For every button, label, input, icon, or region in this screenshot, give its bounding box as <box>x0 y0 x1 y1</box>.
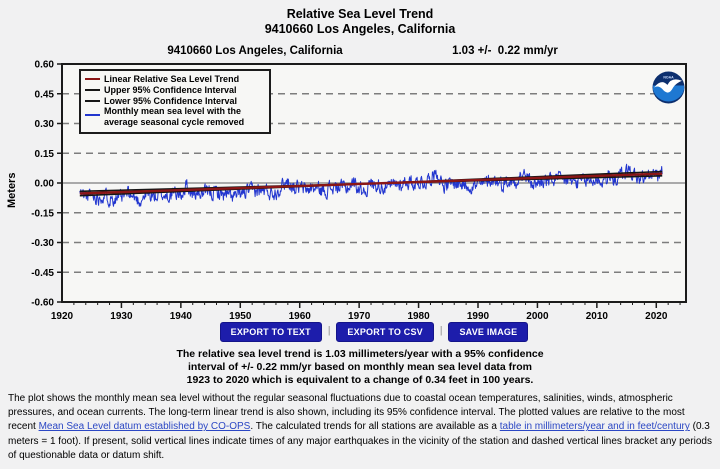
legend-item-monthly: Monthly mean sea level with the average … <box>85 106 264 128</box>
svg-text:-0.60: -0.60 <box>31 298 54 309</box>
svg-text:1930: 1930 <box>110 311 133 322</box>
export-to-text-button[interactable]: EXPORT TO TEXT <box>219 322 322 342</box>
export-to-csv-button[interactable]: EXPORT TO CSV <box>336 322 434 342</box>
monthly-line-swatch-icon <box>85 114 100 117</box>
legend-label: Upper 95% Confidence Interval <box>104 84 237 95</box>
export-button-row: EXPORT TO TEXT | EXPORT TO CSV | SAVE IMAGE <box>0 322 720 342</box>
legend-item-trend: Linear Relative Sea Level Trend <box>85 74 264 85</box>
trend-summary-caption: The relative sea level trend is 1.03 mil… <box>176 348 544 386</box>
svg-text:1960: 1960 <box>289 311 312 322</box>
button-separator: | <box>439 325 443 337</box>
svg-text:1980: 1980 <box>407 311 430 322</box>
svg-text:1950: 1950 <box>229 311 252 322</box>
svg-text:1920: 1920 <box>51 311 74 322</box>
svg-text:2000: 2000 <box>526 311 549 322</box>
footnote-text: . The calculated trends for all stations… <box>250 421 500 433</box>
legend-item-lower-ci: Lower 95% Confidence Interval <box>85 96 264 107</box>
msl-datum-link[interactable]: Mean Sea Level datum established by CO-O… <box>38 421 251 433</box>
page-subtitle: 9410660 Los Angeles, California <box>264 22 456 36</box>
button-separator: | <box>327 325 331 337</box>
svg-text:1990: 1990 <box>467 311 490 322</box>
legend-label: Monthly mean sea level with the average … <box>104 106 245 128</box>
svg-text:2020: 2020 <box>645 311 668 322</box>
footnote-paragraph: The plot shows the monthly mean sea leve… <box>8 392 712 463</box>
svg-text:0.60: 0.60 <box>35 60 55 71</box>
y-axis-label: Meters <box>6 172 18 208</box>
chart-station-label: 9410660 Los Angeles, California <box>167 45 343 57</box>
legend-label: Lower 95% Confidence Interval <box>104 95 238 106</box>
upper-ci-line-swatch-icon <box>85 88 100 91</box>
svg-text:2010: 2010 <box>586 311 609 322</box>
legend-label: Linear Relative Sea Level Trend <box>104 74 240 84</box>
page-title: Relative Sea Level Trend <box>286 7 434 21</box>
svg-text:-0.30: -0.30 <box>31 238 54 249</box>
chart-trend-value: 1.03 +/- 0.22 mm/yr <box>452 45 558 57</box>
trends-table-link[interactable]: table in millimeters/year and in feet/ce… <box>499 421 690 433</box>
svg-text:-0.15: -0.15 <box>31 208 54 219</box>
noaa-logo-icon: NOAA <box>652 71 685 104</box>
footnote-text: The plot shows the monthly mean sea leve… <box>8 393 685 433</box>
svg-text:0.45: 0.45 <box>35 89 55 100</box>
svg-text:0.15: 0.15 <box>35 149 55 160</box>
svg-text:NOAA: NOAA <box>663 76 674 80</box>
svg-text:-0.45: -0.45 <box>31 268 54 279</box>
footnote-text: (0.3 meters = 1 foot). If present, solid… <box>8 421 712 461</box>
trend-line-swatch-icon <box>85 78 100 80</box>
svg-text:0.30: 0.30 <box>35 119 55 130</box>
lower-ci-line-swatch-icon <box>85 99 100 102</box>
chart-legend: Linear Relative Sea Level Trend Upper 95… <box>79 69 271 134</box>
save-image-button[interactable]: SAVE IMAGE <box>448 322 529 342</box>
svg-text:0.00: 0.00 <box>35 179 55 190</box>
svg-text:1940: 1940 <box>170 311 193 322</box>
legend-item-upper-ci: Upper 95% Confidence Interval <box>85 85 264 96</box>
svg-text:1970: 1970 <box>348 311 371 322</box>
